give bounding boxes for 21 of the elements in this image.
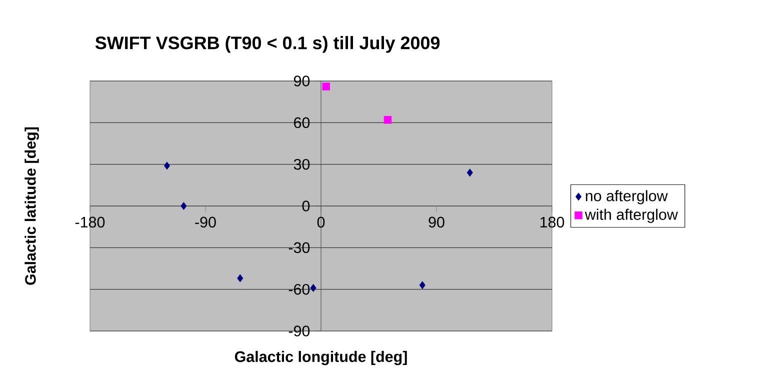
y-axis-title: Galactic latitude [deg]	[24, 127, 39, 285]
x-tick-label: 90	[428, 216, 444, 228]
y-tick-label: -90	[288, 326, 310, 336]
point	[322, 82, 330, 90]
x-tick-label: -180	[75, 216, 105, 228]
point	[237, 274, 244, 282]
chart-title: SWIFT VSGRB (T90 < 0.1 s) till July 2009	[95, 36, 440, 53]
y-tick-label: 0	[302, 200, 310, 212]
x-tick-label: 180	[540, 216, 564, 228]
point	[466, 168, 473, 177]
x-tick-label: -90	[195, 216, 216, 228]
point	[419, 281, 426, 290]
x-axis-title: Galactic longitude [deg]	[234, 350, 407, 366]
x-tick-label: 0	[317, 216, 325, 228]
point	[164, 162, 170, 170]
point	[310, 284, 316, 292]
point	[384, 116, 392, 124]
y-tick-label: 90	[294, 76, 310, 86]
legend-label: no afterglow	[586, 190, 668, 204]
point	[180, 202, 187, 210]
legend-label: with afterglow	[584, 208, 678, 223]
